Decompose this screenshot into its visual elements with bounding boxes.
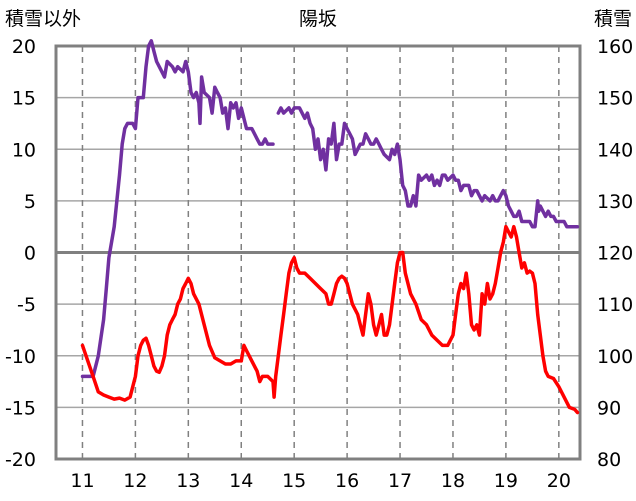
right-tick-label: 100 xyxy=(597,346,633,368)
left-tick-label: -5 xyxy=(17,294,36,316)
x-tick-label: 15 xyxy=(282,470,306,492)
right-tick-label: 90 xyxy=(597,397,621,419)
x-tick-label: 18 xyxy=(441,470,465,492)
x-tick-label: 16 xyxy=(335,470,359,492)
left-tick-label: -20 xyxy=(5,449,36,471)
x-tick-label: 11 xyxy=(70,470,94,492)
right-tick-label: 80 xyxy=(597,449,621,471)
right-axis-ticks: 160 150 140 130 120 110 100 90 80 xyxy=(597,36,633,471)
right-tick-label: 110 xyxy=(597,294,633,316)
x-tick-label: 19 xyxy=(494,470,518,492)
series-line-non-snow xyxy=(80,224,580,415)
chart-title: 陽坂 xyxy=(299,8,337,30)
left-tick-label: 5 xyxy=(24,191,36,213)
x-tick-label: 20 xyxy=(547,470,571,492)
right-tick-label: 140 xyxy=(597,139,633,161)
x-axis-ticks: 11 12 13 14 15 16 17 18 19 20 xyxy=(70,470,571,492)
series-line-snow xyxy=(276,106,580,229)
left-tick-label: -15 xyxy=(5,397,36,419)
x-tick-label: 17 xyxy=(388,470,412,492)
left-tick-label: 15 xyxy=(12,88,36,110)
right-tick-label: 150 xyxy=(597,88,633,110)
right-tick-label: 160 xyxy=(597,36,633,58)
right-tick-label: 120 xyxy=(597,243,633,265)
right-tick-label: 130 xyxy=(597,191,633,213)
series-line-snow xyxy=(80,39,275,379)
left-tick-label: -10 xyxy=(5,346,36,368)
left-tick-label: 20 xyxy=(12,36,36,58)
x-tick-label: 14 xyxy=(229,470,253,492)
x-tick-label: 12 xyxy=(123,470,147,492)
left-axis-ticks: 20 15 10 5 0 -5 -10 -15 -20 xyxy=(5,36,36,471)
x-tick-label: 13 xyxy=(176,470,200,492)
left-tick-label: 0 xyxy=(24,243,36,265)
right-axis-title: 積雪 xyxy=(594,8,632,30)
series-layer xyxy=(80,39,580,415)
left-tick-label: 10 xyxy=(12,139,36,161)
left-axis-title: 積雪以外 xyxy=(5,8,81,30)
